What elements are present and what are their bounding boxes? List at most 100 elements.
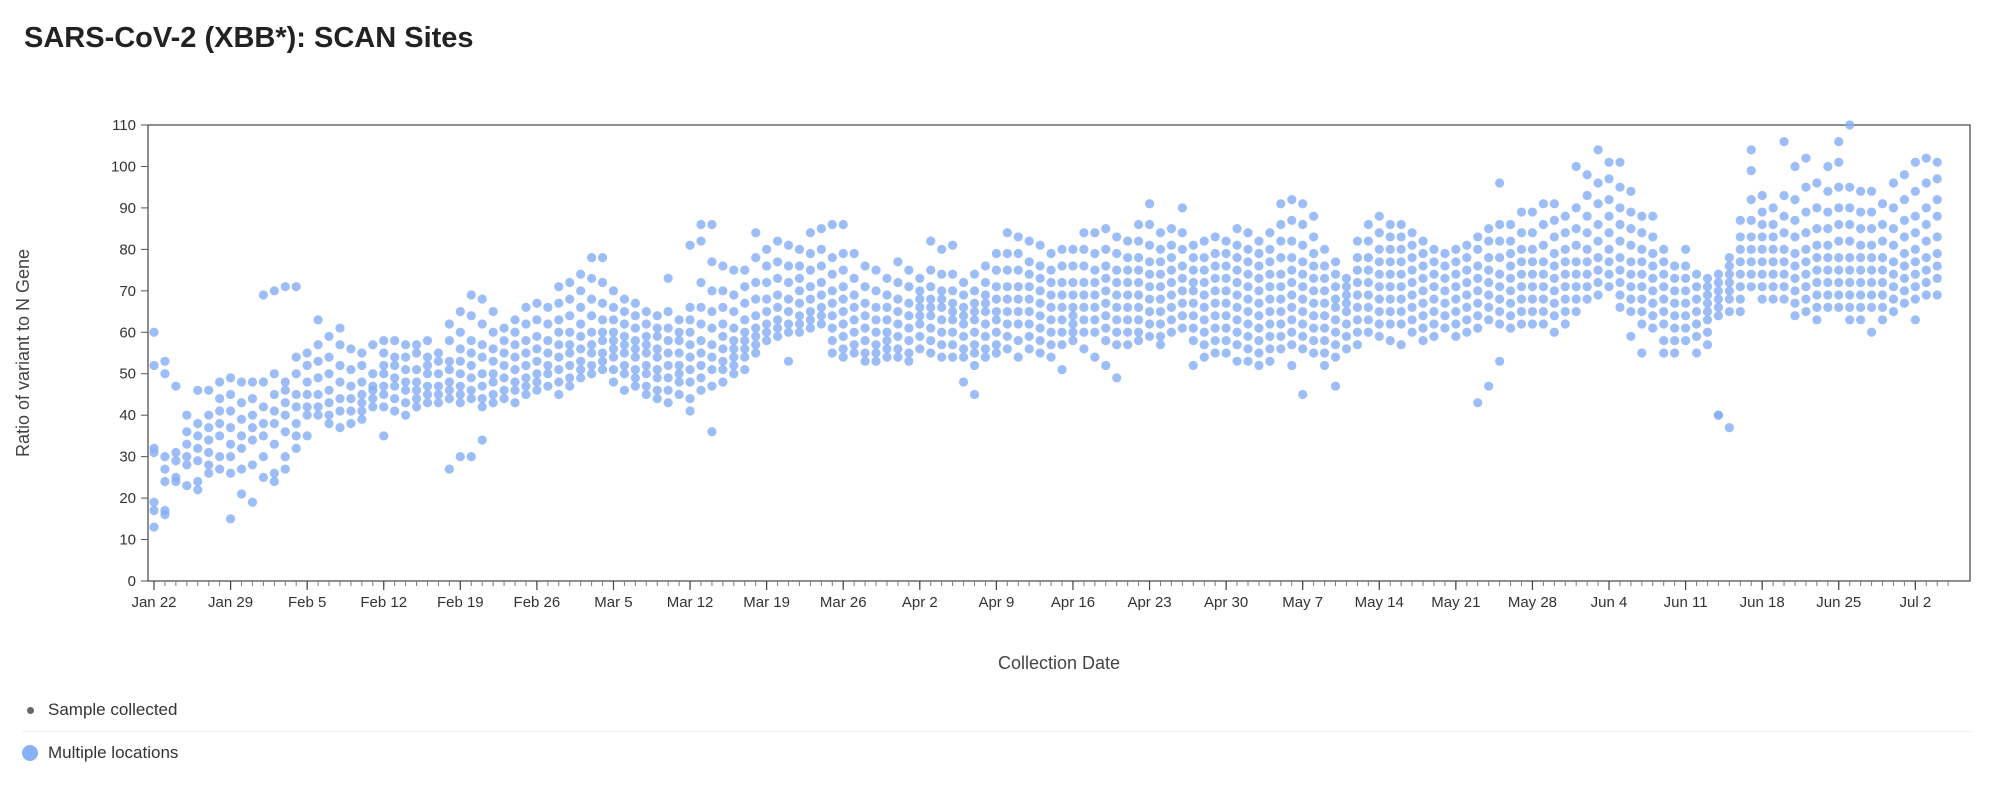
data-point [1451, 319, 1461, 329]
data-point [1068, 319, 1078, 329]
data-point [1035, 273, 1045, 283]
data-point [860, 348, 870, 358]
data-point [1188, 253, 1198, 263]
data-point [477, 294, 487, 304]
data-point [1144, 199, 1155, 209]
data-point [1670, 348, 1680, 358]
data-point [980, 290, 991, 300]
data-point [1221, 273, 1231, 283]
data-point [543, 319, 553, 329]
data-point [1495, 269, 1505, 279]
data-point [1768, 203, 1778, 213]
data-point [1079, 302, 1089, 312]
data-point [455, 306, 465, 317]
data-point [1287, 340, 1297, 350]
data-point [1910, 244, 1920, 254]
data-point [521, 360, 531, 371]
data-point [707, 340, 717, 350]
data-point [1768, 257, 1778, 267]
data-point [379, 431, 389, 441]
data-point [1801, 282, 1811, 292]
data-point [411, 394, 422, 404]
data-point [401, 398, 411, 408]
data-point [411, 364, 422, 375]
data-point [1046, 315, 1056, 325]
data-point [554, 315, 564, 325]
data-point [1265, 319, 1275, 329]
data-point [1166, 265, 1177, 275]
data-point [1199, 265, 1209, 275]
data-point [1866, 253, 1877, 263]
data-point [1626, 186, 1636, 196]
data-point [1549, 261, 1559, 271]
data-point [313, 410, 323, 420]
data-point [1626, 224, 1636, 234]
data-point [597, 327, 608, 337]
data-point [247, 377, 258, 387]
data-point [1571, 203, 1581, 213]
data-point [948, 298, 958, 308]
data-point [193, 456, 203, 466]
data-point [871, 356, 881, 366]
data-point [1265, 269, 1275, 279]
data-point [1385, 306, 1395, 317]
data-point [1659, 306, 1669, 317]
data-point [1823, 240, 1833, 250]
data-point [915, 331, 925, 342]
data-point [1571, 240, 1581, 250]
data-point [1024, 319, 1034, 329]
data-point [1888, 282, 1899, 292]
data-point [805, 248, 816, 259]
data-point [1823, 186, 1833, 196]
data-point [532, 377, 542, 387]
data-point [1035, 240, 1045, 250]
data-point [466, 348, 476, 358]
data-point [1713, 311, 1724, 321]
data-point [1134, 236, 1144, 246]
data-point [838, 352, 848, 362]
data-point [1801, 207, 1811, 217]
data-point [1866, 207, 1877, 217]
data-point [1648, 311, 1658, 321]
data-point [1024, 344, 1034, 354]
data-point [1626, 207, 1636, 217]
data-point [1352, 327, 1362, 337]
data-point [1298, 240, 1308, 250]
data-point [882, 273, 892, 283]
data-point [302, 402, 312, 412]
data-point [1473, 286, 1483, 296]
data-point [477, 369, 487, 379]
data-point [871, 348, 881, 358]
data-point [477, 381, 487, 391]
data-point [313, 373, 323, 383]
data-point [1615, 157, 1625, 167]
data-point [1571, 224, 1581, 234]
data-point [280, 452, 290, 462]
data-point [1101, 298, 1111, 308]
data-point [335, 340, 345, 350]
data-point [193, 431, 203, 441]
data-point [663, 348, 673, 358]
data-point [1057, 277, 1067, 288]
data-point [433, 369, 444, 379]
data-point [1079, 290, 1089, 300]
data-point [729, 369, 739, 379]
data-point [1845, 277, 1855, 288]
data-point [652, 331, 662, 342]
data-point [433, 389, 444, 400]
data-point [1516, 294, 1527, 304]
data-point [466, 452, 476, 462]
data-point [444, 464, 454, 474]
data-point [1210, 323, 1220, 333]
data-point [1451, 269, 1461, 279]
data-point [1035, 261, 1045, 271]
data-point [1801, 306, 1811, 317]
data-point [1144, 294, 1155, 304]
data-point [1615, 182, 1625, 192]
data-point [1112, 373, 1122, 383]
data-point [1921, 153, 1931, 163]
data-point [1341, 273, 1352, 283]
data-point [1801, 244, 1811, 254]
data-point [499, 394, 509, 404]
data-point [1232, 340, 1242, 350]
